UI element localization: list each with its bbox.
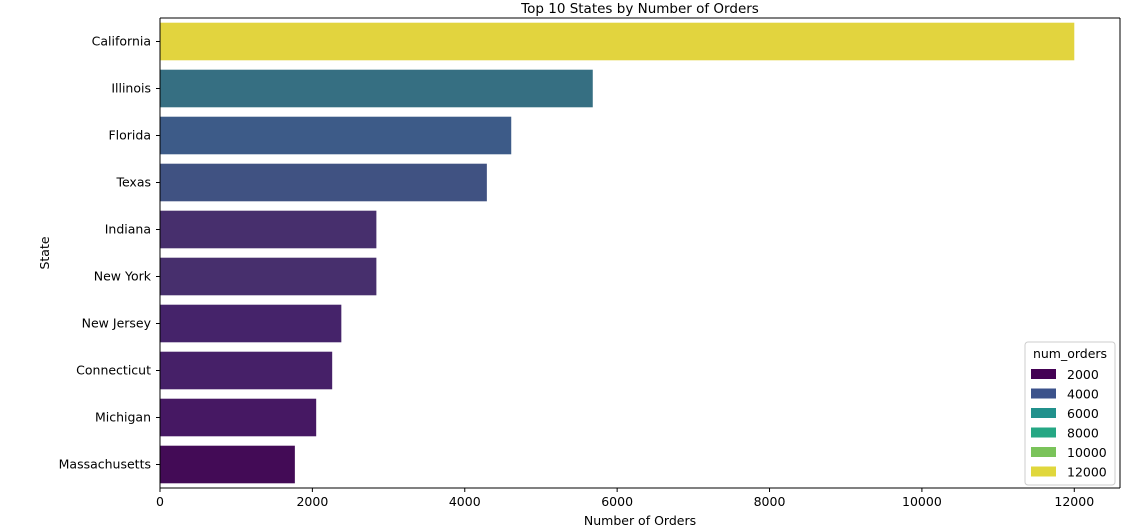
x-tick-label: 12000 <box>1054 494 1094 509</box>
y-tick-label: Massachusetts <box>59 457 151 472</box>
legend: num_orders 2000 4000 6000 8000 10000 12000 <box>1024 341 1116 486</box>
y-tick-label: Connecticut <box>76 363 151 378</box>
bar-florida <box>160 116 512 155</box>
bars-group <box>160 22 1075 484</box>
x-tick-label: 6000 <box>601 494 633 509</box>
legend-swatch <box>1031 447 1056 457</box>
x-tick-label: 4000 <box>449 494 481 509</box>
x-tick-labels: 0 2000 4000 6000 8000 10000 12000 <box>156 488 1094 509</box>
y-axis-title: State <box>37 236 52 269</box>
bar-california <box>160 22 1075 61</box>
chart-title: Top 10 States by Number of Orders <box>520 1 759 17</box>
legend-swatch <box>1031 408 1056 418</box>
legend-label: 6000 <box>1067 406 1099 421</box>
legend-label: 12000 <box>1067 465 1107 480</box>
legend-label: 8000 <box>1067 426 1099 441</box>
y-tick-label: Illinois <box>111 81 151 96</box>
legend-title: num_orders <box>1033 346 1107 361</box>
x-tick-label: 10000 <box>902 494 942 509</box>
x-axis-title: Number of Orders <box>584 513 696 528</box>
legend-swatch <box>1031 388 1056 399</box>
x-tick-label: 0 <box>156 494 164 509</box>
y-tick-label: New York <box>94 269 152 284</box>
axes-group <box>159 17 1121 489</box>
x-tick-label: 2000 <box>296 494 328 509</box>
y-tick-label: California <box>92 34 151 49</box>
y-tick-label: Florida <box>108 128 151 143</box>
y-tick-label: Texas <box>115 175 151 190</box>
bar-texas <box>160 163 487 202</box>
bar-new-york <box>160 257 377 296</box>
legend-swatch <box>1031 466 1056 477</box>
x-tick-label: 8000 <box>754 494 786 509</box>
legend-swatch <box>1031 427 1056 438</box>
legend-label: 4000 <box>1067 387 1099 402</box>
legend-label: 2000 <box>1067 367 1099 382</box>
bar-new-jersey <box>160 304 342 343</box>
legend-label: 10000 <box>1067 445 1107 460</box>
y-tick-labels: California Illinois Florida Texas Indiana New… <box>59 34 160 472</box>
legend-swatch <box>1031 369 1056 379</box>
bar-connecticut <box>160 351 333 390</box>
bar-massachusetts <box>160 445 295 484</box>
bar-illinois <box>160 69 593 108</box>
y-tick-label: New Jersey <box>82 316 152 331</box>
y-tick-label: Michigan <box>95 410 151 425</box>
bar-michigan <box>160 398 317 437</box>
bar-indiana <box>160 210 377 249</box>
y-tick-label: Indiana <box>105 222 151 237</box>
